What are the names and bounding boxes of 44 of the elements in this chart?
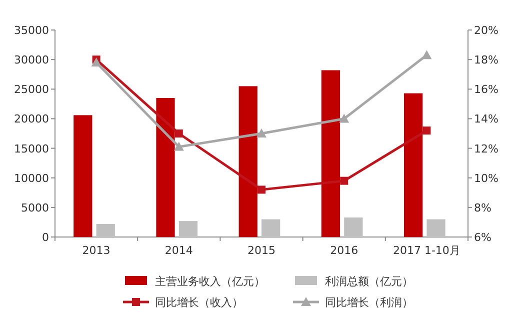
- bar: [238, 86, 258, 237]
- y2-tick-label: 10%: [474, 172, 498, 185]
- legend-label: 同比增长（利润）: [325, 296, 413, 309]
- point: [91, 58, 102, 67]
- bar: [156, 98, 175, 237]
- point: [174, 130, 183, 138]
- bar: [262, 219, 280, 237]
- bar: [96, 224, 115, 237]
- x-tick-label: 2013: [82, 244, 110, 257]
- y2-tick-label: 12%: [474, 142, 498, 156]
- y-tick-label: 5000: [21, 201, 49, 214]
- y-tick-label: 20000: [14, 112, 49, 126]
- y-tick-label: 35000: [14, 24, 49, 37]
- x-tick-label: 2014: [164, 244, 193, 257]
- point: [339, 114, 350, 123]
- y2-tick-label: 20%: [474, 24, 498, 37]
- point: [340, 176, 348, 185]
- legend-label: 主营业务收入（亿元）: [155, 275, 265, 288]
- bar: [74, 115, 92, 237]
- y2-tick-label: 14%: [474, 112, 498, 126]
- legend-label: 利润总额（亿元）: [325, 275, 413, 288]
- bar: [178, 221, 198, 237]
- y2-tick-label: 18%: [474, 54, 498, 67]
- bar: [404, 93, 423, 237]
- y-tick-label: 30000: [14, 54, 49, 67]
- x-tick-label: 2015: [248, 244, 276, 257]
- point: [256, 128, 266, 138]
- point: [174, 142, 184, 151]
- bar: [321, 70, 340, 237]
- y2-tick-label: 6%: [474, 231, 492, 244]
- bar: [426, 219, 446, 237]
- y-tick-label: 15000: [14, 142, 49, 156]
- point: [258, 186, 266, 194]
- y-tick-label: 10000: [14, 172, 49, 185]
- y-tick-label: 0: [42, 231, 49, 244]
- y-tick-label: 25000: [14, 83, 49, 96]
- x-tick-label: 2017 1-10月: [392, 244, 460, 257]
- point: [422, 126, 431, 135]
- bar: [344, 217, 363, 237]
- legend-label: 同比增长（收入）: [155, 296, 243, 309]
- y2-tick-label: 16%: [474, 83, 498, 96]
- x-tick-label: 2016: [330, 244, 358, 257]
- y2-tick-label: 8%: [474, 201, 492, 214]
- point: [422, 50, 432, 60]
